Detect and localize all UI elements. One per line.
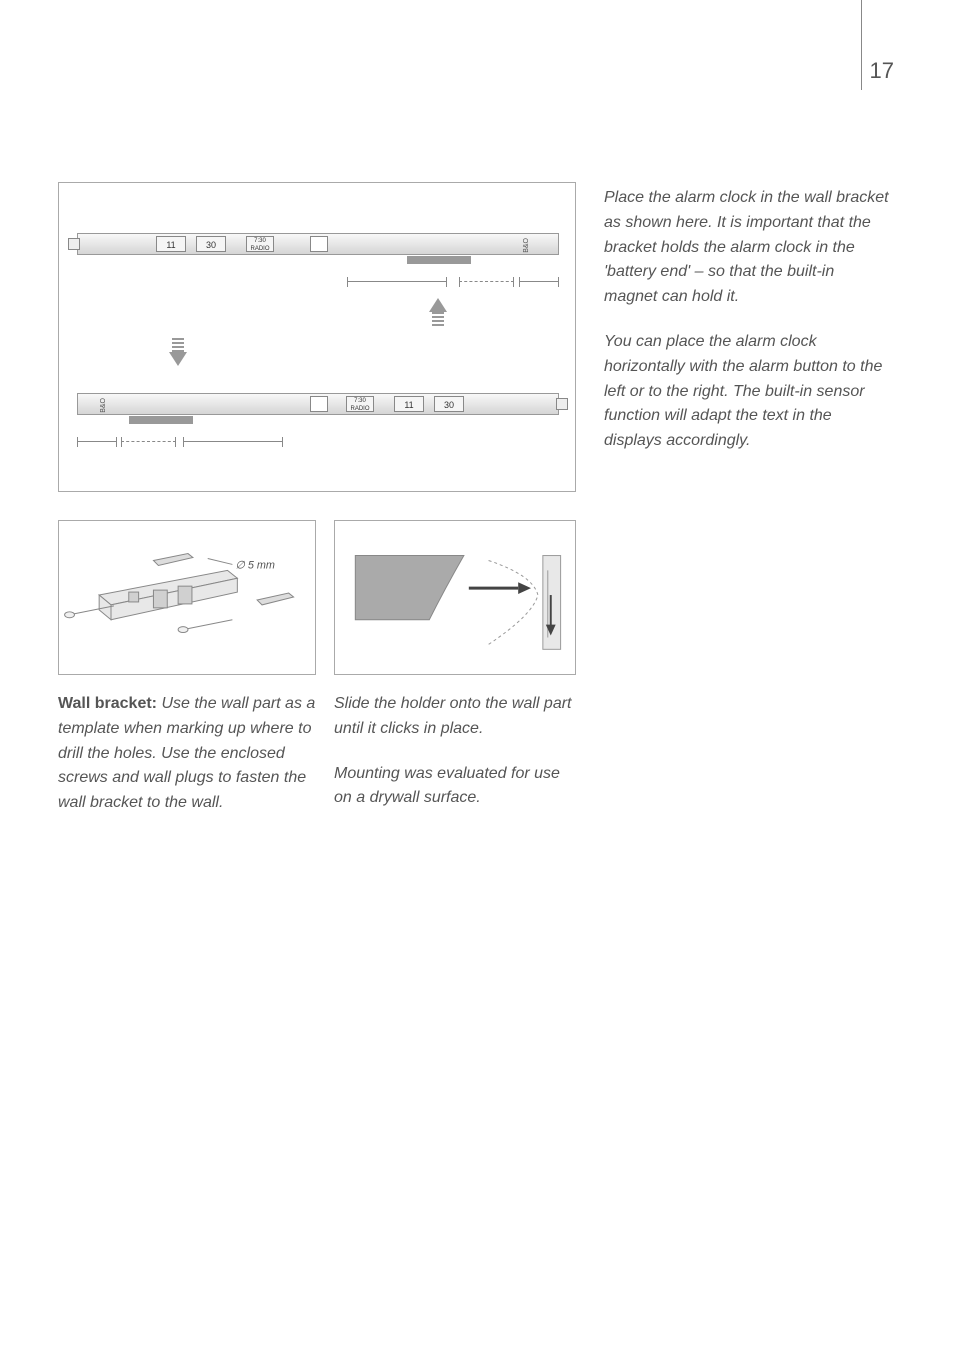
arrow-up-icon: [429, 298, 447, 326]
display-blank: [310, 236, 328, 252]
side-para-2: You can place the alarm clock horizontal…: [604, 330, 892, 454]
alarm-button-right: [556, 398, 568, 410]
dimension-text: ∅ 5 mm: [235, 559, 275, 571]
dim-solid-bottom-1: [77, 441, 117, 442]
side-para-1: Place the alarm clock in the wall bracke…: [604, 186, 892, 310]
page-number: 17: [870, 58, 894, 84]
battery-label-bottom: B&O: [100, 398, 107, 413]
dim-dash-bottom: [121, 441, 176, 442]
display-blank-b: [310, 396, 328, 412]
display-radio: 7:30 RADIO: [246, 236, 274, 252]
holder-top: [407, 256, 471, 264]
caption-slide: Slide the holder onto the wall part unti…: [334, 692, 576, 831]
display-radio-label-b: RADIO: [347, 405, 373, 413]
display-radio-b: 7:30 RADIO: [346, 396, 374, 412]
side-instruction-text: Place the alarm clock in the wall bracke…: [604, 186, 892, 474]
clock-bar-bottom: B&O 7:30 RADIO 11 30: [77, 393, 559, 415]
slide-holder-diagram: [334, 520, 576, 675]
dim-solid-top-2: [519, 281, 559, 282]
clock-bar-top: 11 30 7:30 RADIO B&O: [77, 233, 559, 255]
slide-svg: [335, 521, 575, 674]
caption-wall-bracket: Wall bracket: Use the wall part as a tem…: [58, 692, 316, 816]
dim-solid-bottom-2: [183, 441, 283, 442]
bracket-svg: ∅ 5 mm: [59, 521, 315, 674]
page-margin-rule: [861, 0, 862, 90]
battery-label: B&O: [523, 238, 530, 253]
dim-solid-top: [347, 281, 447, 282]
display-hours-b: 11: [394, 396, 424, 412]
display-radio-label: RADIO: [247, 245, 273, 253]
main-placement-diagram: 11 30 7:30 RADIO B&O B&O 7:30 RADIO 11 3…: [58, 182, 576, 492]
display-minutes: 30: [196, 236, 226, 252]
display-radio-time-b: 7:30: [347, 397, 373, 405]
caption-slide-2: Mounting was evaluated for use on a dryw…: [334, 762, 576, 812]
caption-lead: Wall bracket:: [58, 695, 157, 712]
holder-bottom: [129, 416, 193, 424]
alarm-button-left: [68, 238, 80, 250]
display-minutes-b: 30: [434, 396, 464, 412]
arrow-down-icon: [169, 338, 187, 366]
caption-slide-1: Slide the holder onto the wall part unti…: [334, 692, 576, 742]
caption-rest: Use the wall part as a template when mar…: [58, 695, 315, 811]
display-radio-time: 7:30: [247, 237, 273, 245]
display-hours: 11: [156, 236, 186, 252]
wall-bracket-diagram: ∅ 5 mm: [58, 520, 316, 675]
dim-dash-top: [459, 281, 514, 282]
